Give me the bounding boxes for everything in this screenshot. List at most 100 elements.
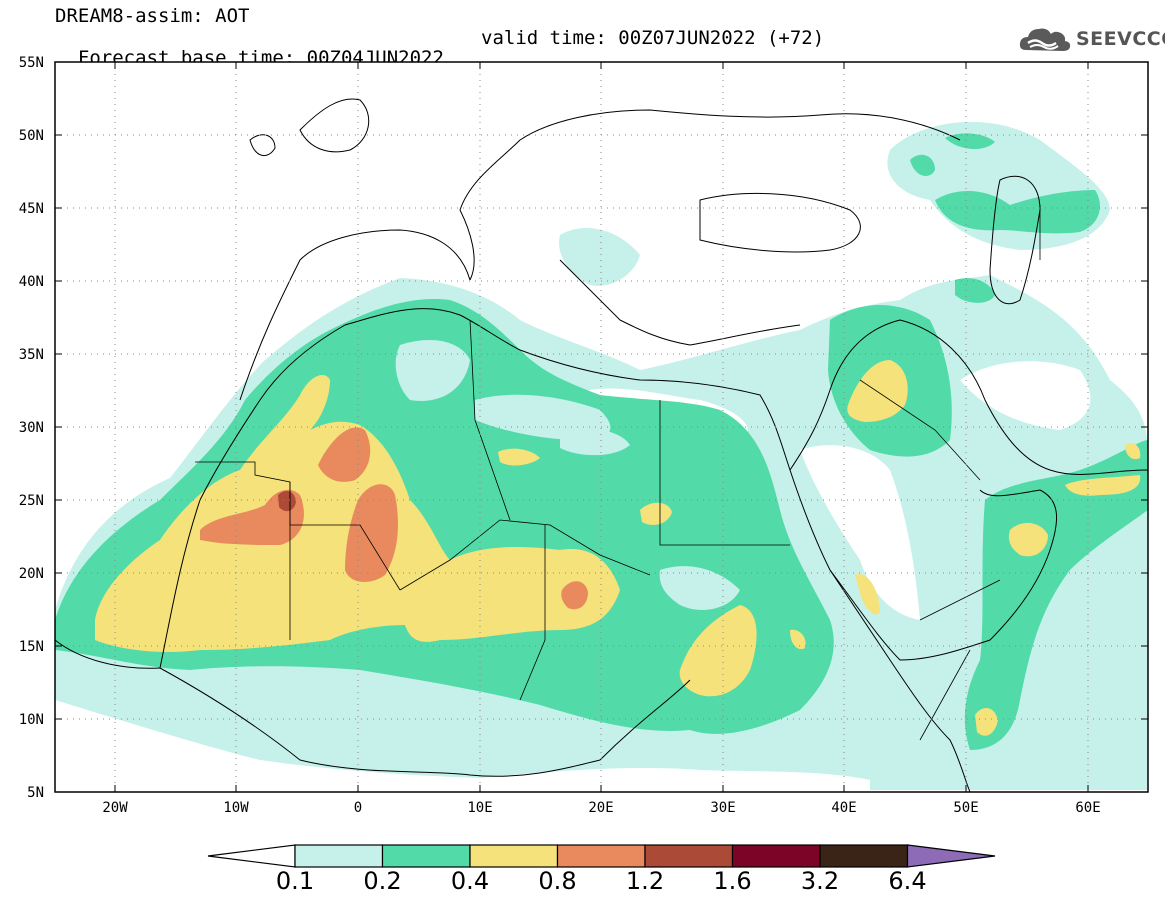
europe-coast — [459, 109, 961, 281]
colorbar-swatch — [294, 844, 384, 868]
aot-region-oman-yellow — [1008, 523, 1048, 557]
lat-label: 35N — [19, 347, 44, 363]
colorbar-swatch — [731, 844, 821, 868]
lon-label: 10W — [223, 800, 249, 816]
hole-west-africa — [250, 674, 560, 742]
aot-region-caspian-green — [935, 190, 1100, 234]
lon-label: 10E — [467, 800, 492, 816]
lon-label: 30E — [710, 800, 735, 816]
caspian-sea — [989, 175, 1041, 305]
lat-label: 40N — [19, 274, 44, 290]
italy-greece-coast — [559, 259, 801, 346]
lat-label: 30N — [19, 420, 44, 436]
colorbar-label: 1.6 — [713, 867, 752, 895]
aot-region-iran-coast-yellow — [1125, 443, 1141, 460]
border-egypt-sudan — [659, 400, 790, 546]
colorbar — [207, 844, 996, 868]
aot-region-chad-orange — [561, 581, 588, 610]
lon-label: 40E — [831, 800, 856, 816]
aot-region-peak-brown — [278, 490, 296, 512]
aot-level-0-8 — [200, 427, 588, 610]
lat-label: 20N — [19, 566, 44, 582]
aot-region-libya-yellow — [498, 448, 540, 466]
aot-region-iraq-yellow — [847, 360, 908, 422]
colorbar-label: 6.4 — [888, 867, 927, 895]
aot-region-balkans — [559, 227, 640, 286]
west-africa-coast — [55, 639, 691, 777]
clear-area-gulf-guinea — [55, 700, 870, 792]
colorbar-label: 3.2 — [800, 867, 840, 895]
colorbar-low-arrow — [207, 844, 296, 868]
lon-label: 20E — [588, 800, 613, 816]
aot-level-1-2 — [278, 490, 296, 512]
egypt-red-sea-coast — [519, 349, 971, 792]
aot-region-somalia-yellow — [975, 708, 998, 736]
aot-region-oman-green — [964, 440, 1148, 750]
hole-algeria-north — [395, 340, 470, 401]
aot-region-ethiopia-yellow — [790, 629, 806, 650]
cloud-logo-icon — [1019, 28, 1071, 51]
country-borders — [195, 205, 1041, 741]
northwest-africa-coast — [159, 308, 521, 669]
lon-label: 0 — [354, 800, 362, 816]
lat-label: 45N — [19, 201, 44, 217]
colorbar-high-arrow — [906, 844, 996, 868]
lat-label: 25N — [19, 493, 44, 509]
colorbar-label: 0.4 — [450, 867, 490, 895]
aot-field — [55, 62, 1148, 792]
lon-label: 20W — [102, 800, 128, 816]
logo-text: SEEVCCC — [1076, 28, 1165, 50]
aot-region-kazakh-green — [945, 133, 995, 150]
lat-label: 15N — [19, 639, 44, 655]
colorbar-swatch — [381, 844, 471, 868]
lon-label: 50E — [953, 800, 978, 816]
aot-region-egypt-yellow — [640, 502, 672, 525]
hole-sudan — [659, 566, 740, 610]
lat-label: 5N — [27, 785, 44, 801]
colorbar-swatch — [556, 844, 646, 868]
map-title: DREAM8-assim: AOT — [55, 5, 250, 27]
lat-label: 55N — [19, 55, 44, 71]
arabia-coast — [829, 489, 1058, 661]
border-niger-nigeria — [519, 525, 546, 701]
aot-region-gulf-yellow — [1065, 475, 1141, 496]
iberia-coast — [239, 229, 471, 401]
lon-label: 60E — [1075, 800, 1100, 816]
colorbar-swatch — [469, 844, 559, 868]
levant-iran-coast — [789, 319, 1148, 475]
border-niger-chad — [399, 519, 651, 591]
colorbar-swatch — [644, 844, 734, 868]
aot-region-ukraine-green — [910, 154, 935, 176]
aot-region-algeria-orange — [318, 427, 371, 482]
colorbar-label: 0.1 — [275, 867, 315, 895]
border-algeria-libya — [469, 319, 511, 521]
seevccc-logo: SEEVCCC — [1018, 24, 1165, 54]
colorbar-label: 1.2 — [625, 867, 665, 895]
latitude-labels: 55N 50N 45N 40N 35N 30N 25N 20N 15N 10N … — [19, 55, 44, 801]
aot-region-caucasus-green — [955, 278, 995, 303]
grid-lines — [55, 62, 1148, 792]
clear-area-arabia — [800, 445, 920, 620]
longitude-labels: 20W 10W 0 10E 20E 30E 40E 50E 60E — [102, 800, 1100, 816]
lat-label: 50N — [19, 128, 44, 144]
britain — [299, 98, 370, 153]
aot-region-mauritania-orange — [200, 489, 304, 545]
axis-ticks — [55, 61, 1148, 793]
border-ethiopia-somalia — [919, 649, 971, 741]
aot-region-mali-orange — [345, 484, 398, 582]
lat-label: 10N — [19, 712, 44, 728]
aot-region-red-sea-yellow — [855, 574, 880, 615]
aot-region-sudan-yellow — [679, 605, 757, 697]
border-iraq-saudi — [859, 379, 981, 481]
clear-area-iran — [960, 361, 1091, 430]
hole-libya-central — [560, 428, 630, 456]
ireland — [249, 134, 276, 156]
colorbar-label: 0.8 — [538, 867, 577, 895]
black-sea — [699, 192, 861, 253]
valid-time-label: valid time: 00Z07JUN2022 (+72) — [481, 27, 825, 49]
border-yemen — [919, 579, 1001, 621]
aot-level-0-1-holes — [250, 340, 740, 742]
colorbar-label: 0.2 — [363, 867, 402, 895]
colorbar-swatch — [819, 844, 909, 868]
